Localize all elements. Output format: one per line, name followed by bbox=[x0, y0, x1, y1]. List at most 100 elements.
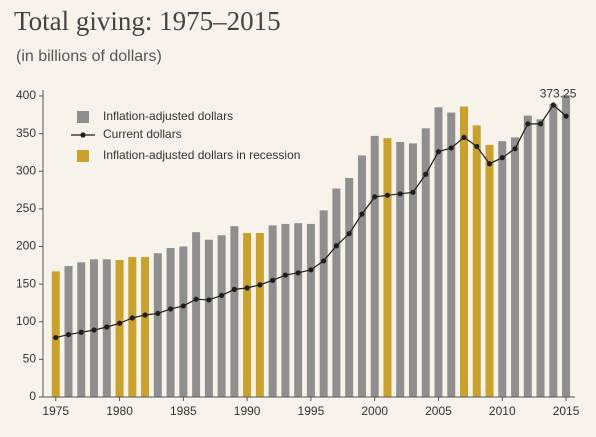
x-tick-label: 1990 bbox=[234, 404, 261, 418]
point bbox=[295, 270, 301, 276]
bar bbox=[153, 253, 162, 397]
bar bbox=[166, 248, 175, 397]
legend-swatch bbox=[77, 150, 89, 162]
y-tick-label: 400 bbox=[16, 88, 36, 102]
point bbox=[537, 121, 544, 127]
bar bbox=[434, 107, 443, 397]
point bbox=[359, 211, 365, 217]
bar bbox=[357, 155, 366, 397]
legend-label: Current dollars bbox=[103, 127, 182, 141]
bar bbox=[319, 210, 328, 397]
y-tick-label: 0 bbox=[29, 389, 36, 403]
bar bbox=[128, 257, 137, 397]
bar bbox=[294, 223, 303, 397]
bar bbox=[472, 125, 481, 397]
point bbox=[91, 327, 97, 333]
point bbox=[372, 194, 378, 200]
point bbox=[461, 134, 467, 140]
point bbox=[257, 282, 263, 288]
point bbox=[104, 324, 110, 330]
legend-point bbox=[80, 132, 86, 138]
x-tick-label: 2010 bbox=[489, 404, 516, 418]
bar bbox=[204, 239, 213, 397]
y-tick-label: 100 bbox=[16, 314, 36, 328]
point bbox=[384, 192, 391, 198]
point bbox=[231, 286, 237, 292]
bar bbox=[332, 188, 341, 397]
bar bbox=[281, 223, 290, 397]
bar bbox=[523, 115, 532, 397]
point bbox=[270, 277, 276, 283]
bar bbox=[268, 225, 277, 397]
data-label: 373.25 bbox=[540, 86, 577, 100]
bar bbox=[549, 104, 558, 397]
point bbox=[397, 191, 403, 197]
point bbox=[423, 171, 429, 177]
bar bbox=[345, 178, 354, 397]
bar bbox=[255, 232, 264, 397]
y-tick-label: 150 bbox=[16, 276, 36, 290]
chart-title: Total giving: 1975–2015 bbox=[14, 6, 281, 36]
y-tick-label: 250 bbox=[16, 201, 36, 215]
point bbox=[333, 243, 340, 249]
point bbox=[180, 303, 186, 309]
bar bbox=[511, 137, 520, 397]
y-tick-label: 200 bbox=[16, 239, 36, 253]
x-tick-label: 1980 bbox=[106, 404, 133, 418]
bar bbox=[408, 143, 417, 397]
x-tick-label: 2005 bbox=[425, 404, 452, 418]
bar bbox=[306, 223, 315, 397]
bar bbox=[383, 138, 392, 397]
point bbox=[563, 113, 569, 119]
bar bbox=[64, 266, 73, 397]
bar bbox=[370, 135, 379, 397]
y-tick-label: 350 bbox=[16, 126, 36, 140]
point bbox=[167, 306, 174, 312]
x-tick-label: 1985 bbox=[170, 404, 197, 418]
point bbox=[308, 267, 314, 273]
y-tick-label: 50 bbox=[23, 352, 37, 366]
point bbox=[448, 145, 454, 151]
bar bbox=[141, 257, 150, 397]
bar bbox=[421, 128, 430, 398]
bar bbox=[447, 112, 456, 398]
bar bbox=[217, 235, 226, 397]
bar bbox=[77, 262, 86, 397]
point bbox=[282, 272, 288, 278]
point bbox=[435, 149, 442, 155]
point bbox=[193, 296, 199, 302]
y-tick-label: 300 bbox=[16, 163, 36, 177]
point bbox=[116, 320, 123, 326]
point bbox=[410, 189, 416, 195]
point bbox=[499, 155, 505, 161]
bar bbox=[485, 144, 494, 397]
point bbox=[321, 258, 327, 264]
point bbox=[78, 329, 84, 335]
point bbox=[474, 143, 480, 150]
legend-swatch bbox=[77, 111, 89, 123]
bar bbox=[115, 260, 124, 397]
bar bbox=[396, 141, 405, 397]
point bbox=[512, 146, 518, 152]
bar bbox=[460, 106, 469, 397]
point bbox=[346, 231, 352, 237]
bar bbox=[498, 141, 507, 397]
bar bbox=[230, 226, 239, 397]
bar bbox=[179, 246, 188, 397]
point bbox=[550, 102, 556, 108]
point bbox=[155, 310, 161, 317]
bar bbox=[51, 271, 60, 397]
legend-label: Inflation-adjusted dollars in recession bbox=[103, 148, 300, 162]
point bbox=[525, 121, 531, 127]
legend-label: Inflation-adjusted dollars bbox=[103, 109, 233, 123]
point bbox=[244, 285, 250, 291]
x-tick-label: 1975 bbox=[42, 404, 69, 418]
point bbox=[53, 334, 59, 341]
point bbox=[129, 315, 135, 321]
x-tick-label: 1995 bbox=[298, 404, 325, 418]
bar bbox=[536, 119, 545, 397]
point bbox=[219, 292, 225, 299]
point bbox=[486, 161, 493, 167]
x-tick-label: 2015 bbox=[553, 404, 580, 418]
